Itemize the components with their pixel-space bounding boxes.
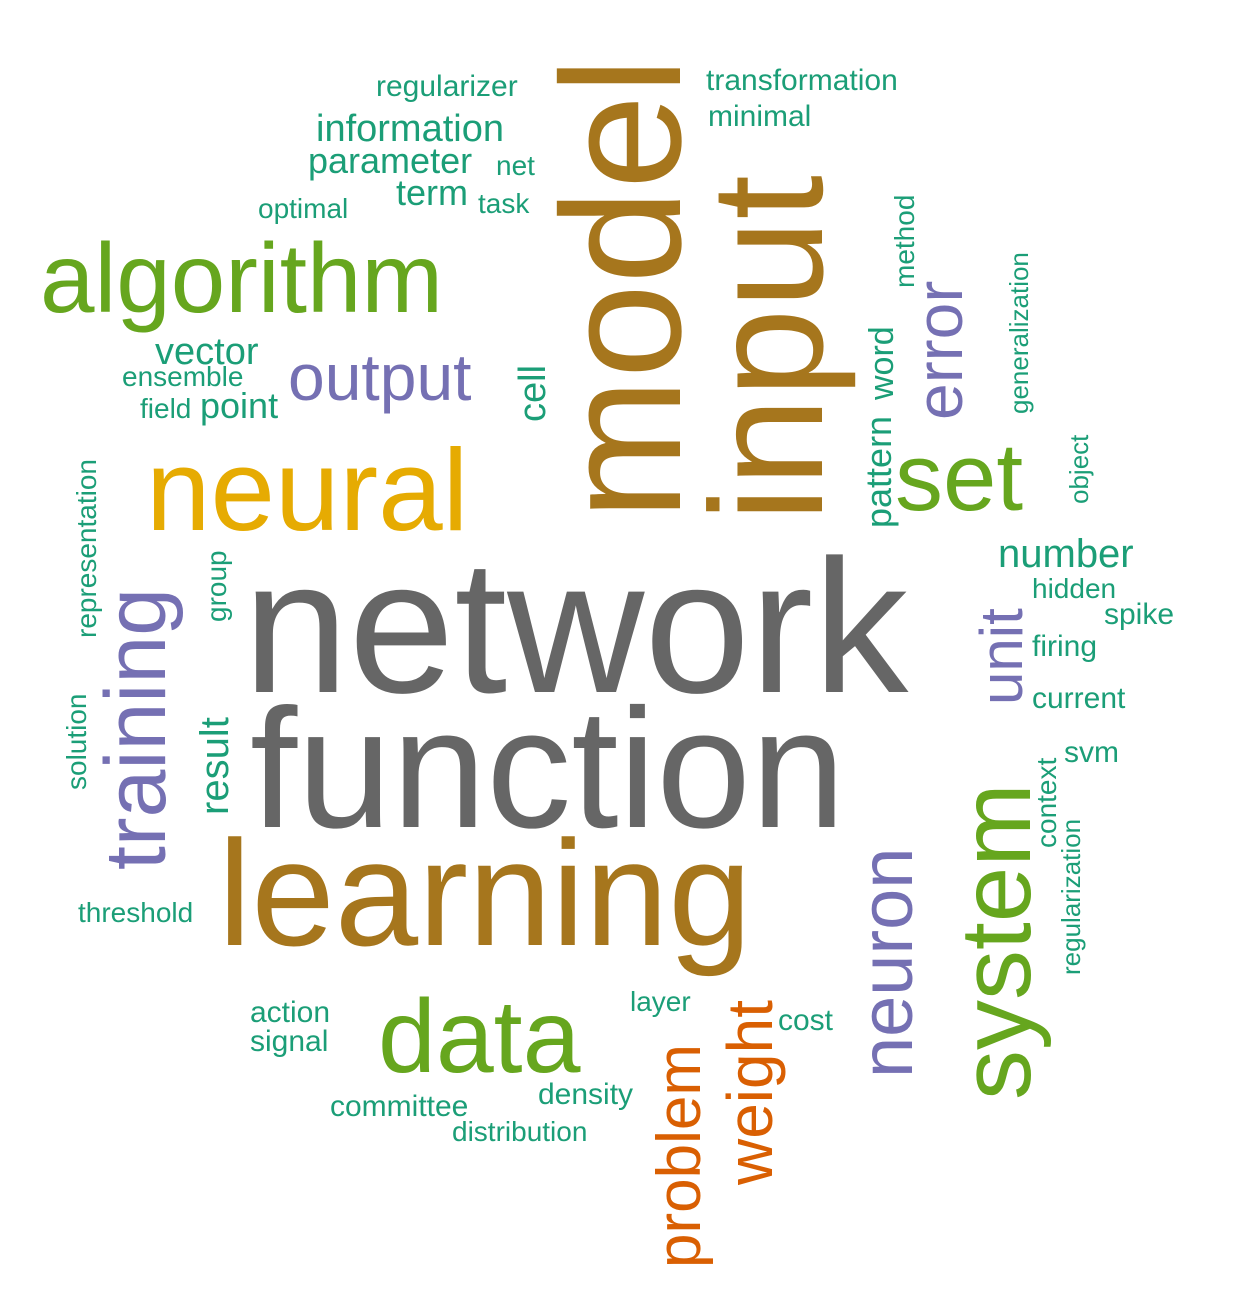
word-regularizer: regularizer xyxy=(376,70,518,103)
word-transformation: transformation xyxy=(706,64,898,97)
word-number: number xyxy=(998,532,1134,576)
word-task: task xyxy=(478,188,530,219)
word-threshold: threshold xyxy=(78,897,193,928)
word-field: field xyxy=(140,393,191,424)
word-representation: representation xyxy=(71,459,102,638)
word-cell: cell xyxy=(512,365,554,422)
word-distribution: distribution xyxy=(452,1116,587,1147)
word-problem: problem xyxy=(645,1044,714,1268)
word-result: result xyxy=(193,717,237,815)
word-function: function xyxy=(250,674,845,864)
word-svm: svm xyxy=(1064,736,1119,769)
word-committee: committee xyxy=(330,1090,468,1123)
word-spike: spike xyxy=(1104,598,1174,631)
word-input: input xyxy=(677,175,856,522)
word-vector: vector xyxy=(155,331,259,373)
word-method: method xyxy=(889,195,920,288)
word-network: network xyxy=(243,521,909,733)
word-parameter: parameter xyxy=(308,140,472,181)
word-regularization: regularization xyxy=(1056,819,1086,975)
word-neural: neural xyxy=(146,425,468,555)
word-unit: unit xyxy=(968,608,1035,705)
word-system: system xyxy=(940,783,1052,1100)
word-ensemble: ensemble xyxy=(122,361,243,392)
word-net: net xyxy=(496,150,535,181)
word-optimal: optimal xyxy=(258,193,348,224)
word-solution: solution xyxy=(61,693,92,790)
word-context: context xyxy=(1031,758,1062,848)
word-data: data xyxy=(378,979,581,1095)
word-neuron: neuron xyxy=(845,848,928,1078)
word-hidden: hidden xyxy=(1032,573,1116,604)
word-signal: signal xyxy=(250,1025,328,1058)
word-training: training xyxy=(88,588,184,870)
word-generalization: generalization xyxy=(1004,252,1034,414)
word-layer: layer xyxy=(630,986,691,1017)
word-cost: cost xyxy=(778,1004,834,1037)
word-density: density xyxy=(538,1078,633,1111)
word-error: error xyxy=(902,281,976,420)
word-model: model xyxy=(527,57,717,520)
word-output: output xyxy=(288,340,472,414)
word-minimal: minimal xyxy=(708,100,811,133)
word-pattern: pattern xyxy=(858,416,899,528)
word-action: action xyxy=(250,996,330,1029)
word-object: object xyxy=(1064,434,1094,504)
word-firing: firing xyxy=(1032,630,1097,663)
word-algorithm: algorithm xyxy=(40,223,443,333)
word-weight: weight xyxy=(714,1000,786,1186)
word-learning: learning xyxy=(218,809,752,977)
word-term: term xyxy=(396,172,468,213)
word-current: current xyxy=(1032,682,1126,715)
word-set: set xyxy=(895,424,1023,531)
word-group: group xyxy=(201,550,232,622)
word-word: word xyxy=(863,326,901,401)
word-point: point xyxy=(200,385,278,426)
word-information: information xyxy=(316,108,504,150)
